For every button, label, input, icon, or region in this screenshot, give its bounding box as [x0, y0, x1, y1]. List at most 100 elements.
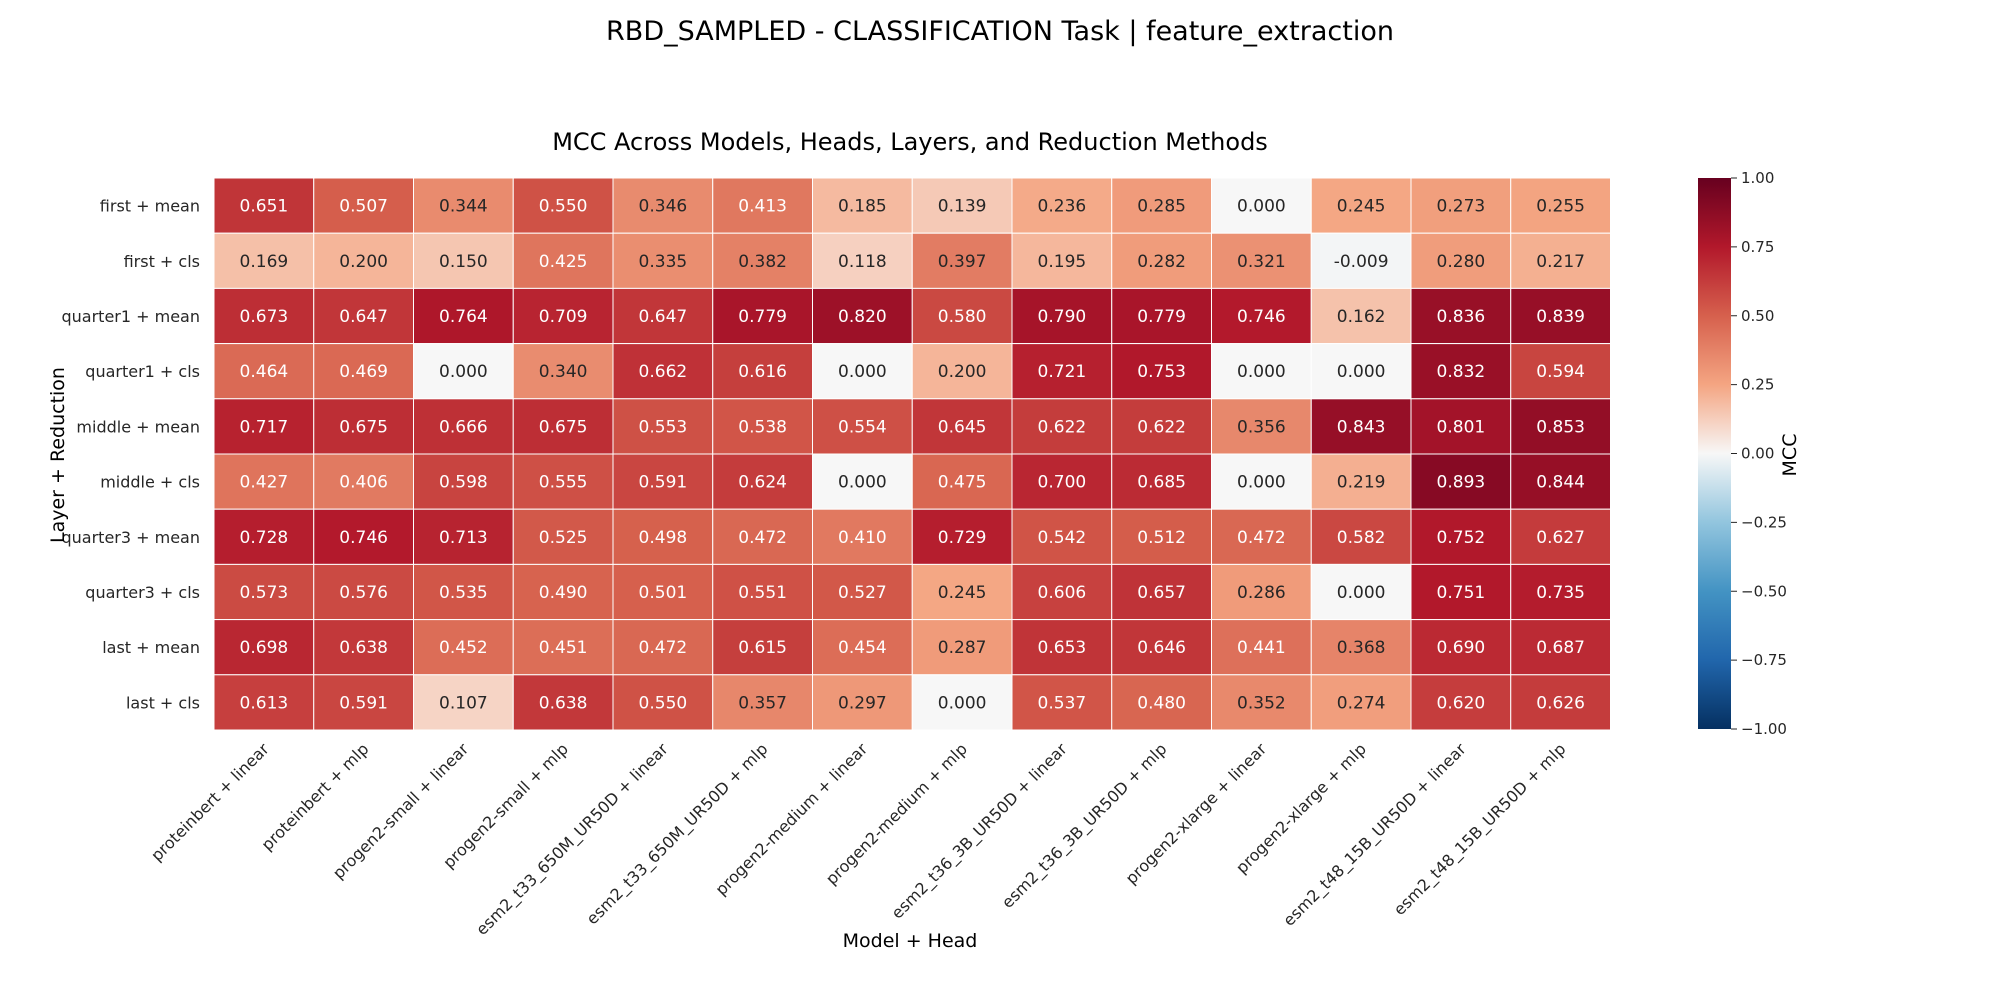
cell-value-label: 0.346	[639, 197, 688, 217]
heatmap-cell	[413, 453, 514, 510]
heatmap-cell	[413, 343, 514, 400]
cell-value-label: 0.451	[539, 638, 588, 658]
cell-value-label: 0.753	[1137, 362, 1186, 382]
x-tick-label: esm2_t48_15B_UR50D + mlp	[1390, 739, 1570, 919]
heatmap-cell	[1410, 453, 1512, 510]
heatmap-cell	[213, 287, 315, 345]
cell-value-label: 0.836	[1437, 307, 1486, 327]
colorbar-tick-label: −0.25	[1741, 513, 1787, 531]
cell-value-label: 0.287	[938, 638, 987, 658]
cell-value-label: 0.638	[539, 693, 588, 713]
cell-value-label: 0.620	[1437, 693, 1486, 713]
cell-value-label: 0.673	[240, 307, 289, 327]
cell-value-label: 0.647	[639, 307, 688, 327]
cell-value-label: 0.550	[539, 197, 588, 217]
cell-value-label: 0.297	[838, 693, 887, 713]
heatmap-cell	[213, 177, 315, 234]
x-tick-label: esm2_t48_15B_UR50D + linear	[1279, 739, 1470, 930]
heatmap-cell	[712, 619, 813, 676]
cell-value-label: 0.000	[1237, 473, 1286, 493]
heatmap-cell	[1211, 343, 1312, 400]
heatmap-cell	[911, 177, 1013, 234]
heatmap-cell	[911, 619, 1013, 676]
colorbar-tick-label: −0.50	[1741, 582, 1787, 600]
heatmap-cell	[612, 398, 714, 455]
x-tick-label: proteinbert + mlp	[258, 739, 373, 854]
heatmap-cell	[413, 398, 514, 455]
cell-value-label: 0.195	[1038, 252, 1087, 272]
heatmap-cell	[1510, 177, 1611, 234]
cell-value-label: 0.624	[738, 473, 787, 493]
heatmap-cell	[313, 177, 414, 234]
cell-value-label: -0.009	[1334, 252, 1389, 272]
colorbar-label: MCC	[1779, 434, 1801, 477]
cell-value-label: 0.368	[1337, 638, 1386, 658]
heatmap-cell	[1510, 508, 1611, 565]
heatmap-cell	[812, 508, 913, 565]
x-axis-label: Model + Head	[843, 930, 978, 952]
heatmap-cell	[911, 343, 1013, 400]
cell-value-label: 0.685	[1137, 473, 1186, 493]
heatmap-cell	[1211, 619, 1312, 676]
cell-value-label: 0.452	[439, 638, 488, 658]
cell-value-label: 0.475	[938, 473, 987, 493]
cell-value-label: 0.000	[439, 362, 488, 382]
cell-value-label: 0.162	[1337, 307, 1386, 327]
y-tick-labels: first + mean first + cls quarter1 + mean qu…	[61, 197, 200, 713]
heatmap-cell	[1310, 177, 1412, 234]
heatmap-cell	[911, 674, 1013, 731]
cell-value-label: 0.638	[339, 638, 388, 658]
cell-value-label: 0.285	[1137, 197, 1186, 217]
cell-value-label: 0.340	[539, 362, 588, 382]
heatmap-cell	[512, 674, 614, 731]
cell-value-label: 0.525	[539, 528, 588, 548]
heatmap-cell	[512, 508, 614, 565]
y-tick-label: last + cls	[126, 693, 200, 712]
heatmap-cell	[213, 343, 315, 400]
cell-value-label: 0.512	[1137, 528, 1186, 548]
heatmap-cell	[812, 232, 913, 289]
cell-value-label: 0.615	[738, 638, 787, 658]
cell-value-label: 0.352	[1237, 693, 1286, 713]
cell-value-label: 0.721	[1038, 362, 1087, 382]
heatmap-cell	[1310, 287, 1412, 345]
cell-value-label: 0.000	[838, 473, 887, 493]
y-tick-label: middle + mean	[76, 417, 200, 436]
cell-value-label: 0.698	[240, 638, 289, 658]
cell-value-label: 0.406	[339, 473, 388, 493]
cell-value-label: 0.551	[738, 583, 787, 603]
cell-value-label: 0.000	[838, 362, 887, 382]
x-tick-label: esm2_t33_650M_UR50D + linear	[472, 739, 673, 940]
heatmap-cell	[1011, 343, 1113, 400]
cell-value-label: 0.236	[1038, 197, 1087, 217]
y-tick-label: quarter3 + mean	[61, 528, 200, 547]
heatmap-cell	[213, 619, 315, 676]
x-tick-label: esm2_t36_3B_UR50D + linear	[888, 739, 1072, 923]
cell-value-label: 0.646	[1137, 638, 1186, 658]
cell-value-label: 0.245	[938, 583, 987, 603]
cell-value-label: 0.580	[938, 307, 987, 327]
cell-value-label: 0.576	[339, 583, 388, 603]
cell-value-label: 0.000	[1237, 362, 1286, 382]
cell-value-label: 0.657	[1137, 583, 1186, 603]
heatmap-cell	[512, 453, 614, 510]
cell-value-label: 0.200	[339, 252, 388, 272]
heatmap-cell	[1111, 398, 1212, 455]
heatmap-cell	[911, 232, 1013, 289]
heatmap-cell	[413, 232, 514, 289]
cell-value-label: 0.627	[1536, 528, 1585, 548]
cell-value-label: 0.107	[439, 693, 488, 713]
colorbar-tick-label: −1.00	[1741, 720, 1787, 738]
cell-value-label: 0.464	[240, 362, 289, 382]
cell-value-label: 0.498	[639, 528, 688, 548]
cell-value-label: 0.893	[1437, 473, 1486, 493]
heatmap-cell	[1410, 674, 1512, 731]
cell-value-label: 0.553	[639, 417, 688, 437]
heatmap-cell	[1510, 398, 1611, 455]
cell-value-label: 0.666	[439, 417, 488, 437]
cell-value-label: 0.245	[1337, 197, 1386, 217]
heatmap-cell	[413, 287, 514, 345]
heatmap-cell	[1310, 343, 1412, 400]
cell-value-label: 0.507	[339, 197, 388, 217]
cell-value-label: 0.000	[1337, 583, 1386, 603]
